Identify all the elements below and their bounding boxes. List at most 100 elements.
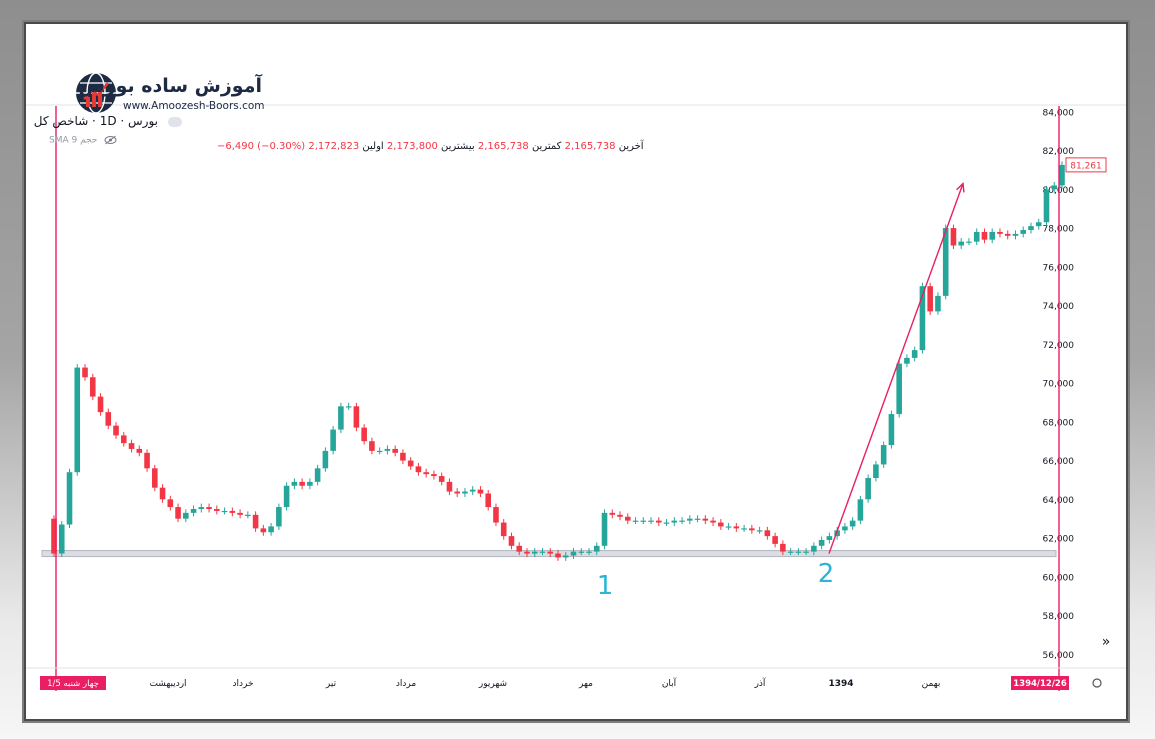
candle[interactable] — [369, 441, 375, 451]
candle[interactable] — [167, 499, 174, 508]
candle[interactable] — [291, 481, 298, 486]
candle[interactable] — [198, 507, 205, 509]
candle[interactable] — [407, 460, 414, 467]
candle[interactable] — [214, 509, 220, 511]
candle[interactable] — [1035, 222, 1042, 227]
candle[interactable] — [601, 512, 608, 546]
candle[interactable] — [904, 357, 910, 364]
candle[interactable] — [307, 481, 313, 486]
candle[interactable] — [276, 507, 282, 527]
candle[interactable] — [570, 551, 577, 556]
candle[interactable] — [105, 412, 112, 426]
candle[interactable] — [229, 510, 236, 513]
candle[interactable] — [950, 228, 957, 246]
candle[interactable] — [609, 512, 616, 515]
candle[interactable] — [640, 520, 647, 522]
candle[interactable] — [314, 468, 321, 482]
candle[interactable] — [911, 350, 918, 358]
candle[interactable] — [547, 551, 554, 554]
candle[interactable] — [733, 526, 740, 529]
candle[interactable] — [772, 536, 778, 544]
candle[interactable] — [826, 536, 833, 540]
candle[interactable] — [981, 231, 988, 240]
candle[interactable] — [617, 514, 623, 517]
candle[interactable] — [516, 545, 523, 552]
candle[interactable] — [702, 518, 709, 521]
candle[interactable] — [152, 468, 158, 488]
candle[interactable] — [694, 518, 701, 520]
candle[interactable] — [190, 509, 197, 513]
candle[interactable] — [508, 536, 515, 546]
candle[interactable] — [345, 406, 352, 408]
candle[interactable] — [710, 520, 716, 523]
candle[interactable] — [842, 526, 848, 531]
indicator-label[interactable]: SMA 9 حجم — [49, 135, 117, 146]
candle[interactable] — [624, 516, 631, 521]
candle[interactable] — [857, 499, 864, 521]
candle[interactable] — [795, 551, 802, 553]
candle[interactable] — [338, 406, 344, 430]
candle[interactable] — [648, 520, 654, 522]
candle[interactable] — [144, 452, 150, 469]
candle[interactable] — [128, 443, 135, 449]
candle[interactable] — [376, 450, 383, 453]
candle[interactable] — [237, 512, 243, 515]
candle[interactable] — [1012, 233, 1019, 236]
candle[interactable] — [834, 530, 840, 537]
candle[interactable] — [477, 489, 484, 494]
candle[interactable] — [175, 507, 181, 519]
candle[interactable] — [485, 493, 492, 508]
candle[interactable] — [245, 514, 251, 517]
candle[interactable] — [555, 553, 561, 558]
candle[interactable] — [632, 520, 639, 522]
candle[interactable] — [958, 241, 964, 246]
symbol-title[interactable]: بورس · 1D · شاخص کل — [33, 114, 158, 128]
candle[interactable] — [849, 520, 856, 527]
collapse-legend-icon[interactable] — [168, 117, 182, 127]
candle[interactable] — [586, 551, 592, 553]
candle[interactable] — [927, 286, 933, 312]
candlestick-chart[interactable]: 56,00058,00060,00062,00064,00066,00068,0… — [26, 24, 1126, 719]
candle[interactable] — [446, 481, 453, 492]
candle[interactable] — [423, 472, 429, 475]
candle[interactable] — [679, 520, 685, 522]
candle[interactable] — [322, 450, 329, 469]
candle[interactable] — [493, 507, 499, 523]
candle[interactable] — [159, 487, 166, 500]
candle[interactable] — [880, 445, 887, 465]
candle[interactable] — [725, 526, 732, 528]
candle[interactable] — [539, 551, 546, 553]
candle[interactable] — [438, 476, 445, 482]
candle[interactable] — [51, 518, 57, 554]
candle[interactable] — [136, 448, 143, 453]
candle[interactable] — [58, 524, 65, 554]
candle[interactable] — [268, 526, 274, 533]
candle[interactable] — [803, 551, 809, 553]
candle[interactable] — [865, 478, 871, 500]
candle[interactable] — [66, 472, 73, 525]
candle[interactable] — [283, 485, 290, 508]
candle[interactable] — [942, 228, 949, 296]
candle[interactable] — [299, 481, 305, 486]
candle[interactable] — [97, 396, 104, 413]
candle[interactable] — [1004, 233, 1011, 236]
candle[interactable] — [113, 425, 119, 436]
candle[interactable] — [593, 545, 600, 552]
candle[interactable] — [454, 491, 460, 494]
candle[interactable] — [260, 528, 267, 533]
candle[interactable] — [531, 551, 538, 554]
candle[interactable] — [221, 510, 228, 513]
candle[interactable] — [741, 528, 747, 530]
candle[interactable] — [888, 414, 895, 446]
candle[interactable] — [1020, 230, 1027, 234]
candle[interactable] — [524, 551, 530, 554]
candle[interactable] — [656, 520, 662, 523]
candle[interactable] — [989, 231, 996, 240]
candle[interactable] — [1043, 189, 1050, 223]
candle[interactable] — [415, 466, 422, 473]
candle[interactable] — [873, 464, 879, 478]
candle[interactable] — [431, 474, 437, 477]
candle[interactable] — [973, 231, 980, 242]
candle[interactable] — [671, 520, 678, 523]
candle[interactable] — [687, 518, 693, 521]
